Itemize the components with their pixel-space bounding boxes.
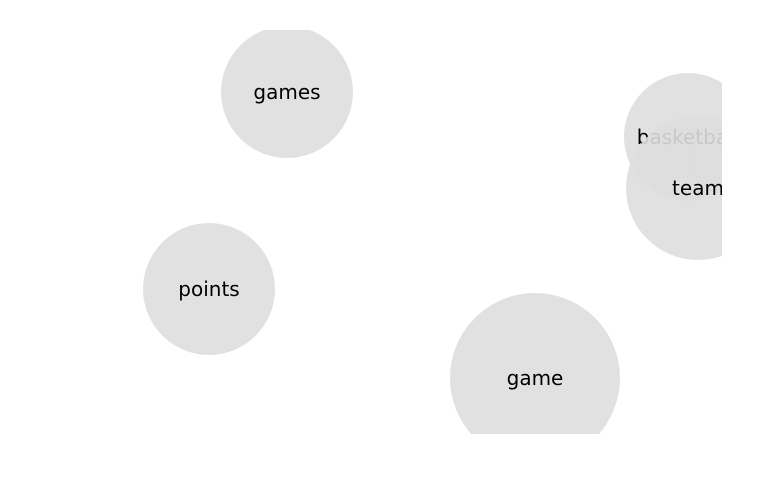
node-game-label: game	[507, 366, 564, 390]
node-team-circle[interactable]	[626, 116, 769, 260]
node-team-label: team	[672, 176, 724, 200]
node-game-circle[interactable]	[450, 293, 620, 463]
node-game[interactable]: game	[450, 293, 620, 463]
node-points-circle[interactable]	[143, 223, 275, 355]
node-points[interactable]: points	[143, 223, 275, 355]
node-points-label: points	[178, 277, 239, 301]
plot-area: games points game basketball team	[143, 26, 769, 463]
node-games-circle[interactable]	[221, 26, 353, 158]
node-games[interactable]: games	[221, 26, 353, 158]
nodes-layer: games points game basketball team	[143, 26, 769, 463]
node-team[interactable]: team	[626, 116, 769, 260]
node-games-label: games	[253, 80, 320, 104]
